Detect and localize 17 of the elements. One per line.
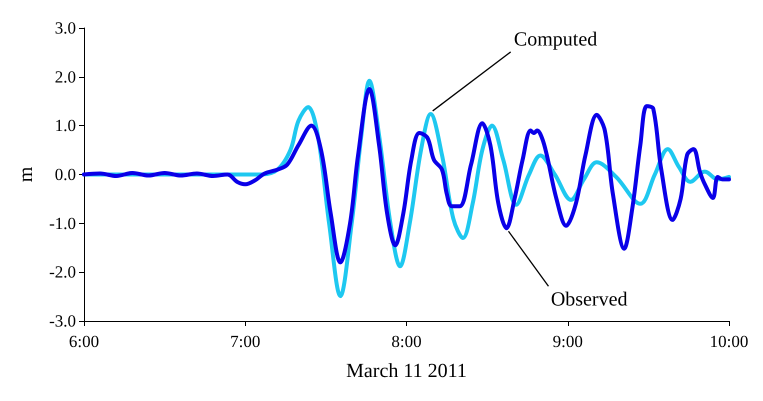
y-tick-label: 2.0 <box>54 67 76 86</box>
y-tick-label: 0.0 <box>54 165 76 184</box>
y-tick-label: -3.0 <box>49 312 76 330</box>
y-tick-label: -2.0 <box>49 262 76 282</box>
x-tick-label: 9:00 <box>552 332 583 351</box>
x-tick-label: 7:00 <box>230 332 260 351</box>
y-tick-label: 1.0 <box>54 116 76 136</box>
y-tick-label: 3.0 <box>54 18 76 38</box>
x-axis-title: March 11 2011 <box>346 360 467 382</box>
x-tick-label: 10:00 <box>710 332 748 351</box>
annotation: Computed <box>514 28 598 51</box>
x-tick-label: 8:00 <box>391 332 422 351</box>
x-tick-label: 6:00 <box>68 332 100 351</box>
y-tick-label: -1.0 <box>49 214 76 233</box>
y-axis-title: m <box>15 166 37 182</box>
line-series <box>82 87 731 264</box>
annotation: Observed <box>550 288 628 310</box>
